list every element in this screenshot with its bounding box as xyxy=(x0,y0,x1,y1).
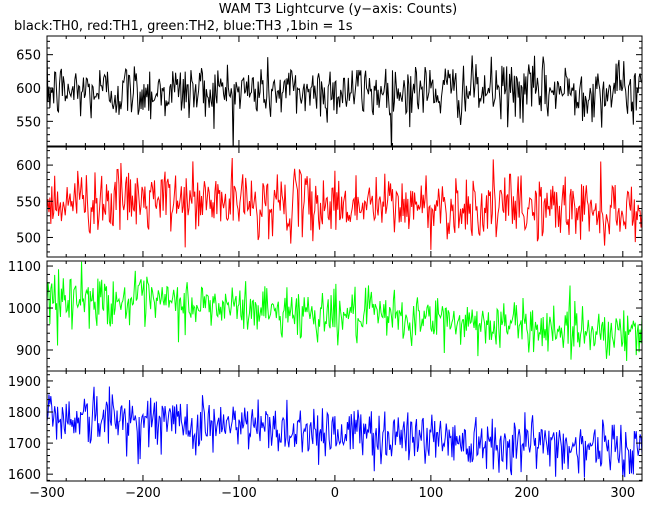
y-tick-label: 1000 xyxy=(8,302,41,317)
y-tick-label: 1600 xyxy=(8,468,41,483)
y-tick-label: 600 xyxy=(16,82,41,97)
panel-th2: 900 1000 1100 xyxy=(8,260,643,372)
series-line-th0 xyxy=(47,50,642,146)
panel-frame xyxy=(46,370,643,482)
y-tick-label: 1800 xyxy=(8,406,41,421)
x-tick-label: 0 xyxy=(331,486,339,501)
panel-frame xyxy=(46,35,643,147)
series-line-th1 xyxy=(47,157,642,250)
x-tick-label: −300 xyxy=(29,486,65,501)
panel-th1: 500 550 600 xyxy=(16,146,643,258)
panel-th3: 1600 1700 1800 1900 xyxy=(8,370,643,483)
x-tick-label: 100 xyxy=(418,486,443,501)
x-tick-label: −100 xyxy=(221,486,257,501)
y-tick-label: 1900 xyxy=(8,375,41,390)
panel-frame xyxy=(46,260,643,372)
y-tick-label: 900 xyxy=(16,344,41,359)
y-tick-label: 550 xyxy=(16,195,41,210)
series-line-th3 xyxy=(47,386,642,478)
panels: 5506006505005506009001000110016001700180… xyxy=(8,35,643,501)
y-tick-label: 500 xyxy=(16,231,41,246)
x-tick-label: 300 xyxy=(610,486,635,501)
y-tick-label: 1700 xyxy=(8,437,41,452)
chart-subtitle: black:TH0, red:TH1, green:TH2, blue:TH3 … xyxy=(14,19,353,34)
series-line-th2 xyxy=(47,261,642,362)
y-tick-label: 650 xyxy=(16,49,41,64)
panel-th0: 550 600 650 xyxy=(16,35,643,147)
y-tick-label: 600 xyxy=(16,159,41,174)
y-tick-label: 550 xyxy=(16,115,41,130)
y-tick-label: 1100 xyxy=(8,260,41,275)
x-tick-label: 200 xyxy=(514,486,539,501)
x-tick-label: −200 xyxy=(125,486,161,501)
panel-frame xyxy=(46,146,643,258)
chart-title: WAM T3 Lightcurve (y−axis: Counts) xyxy=(219,2,457,17)
